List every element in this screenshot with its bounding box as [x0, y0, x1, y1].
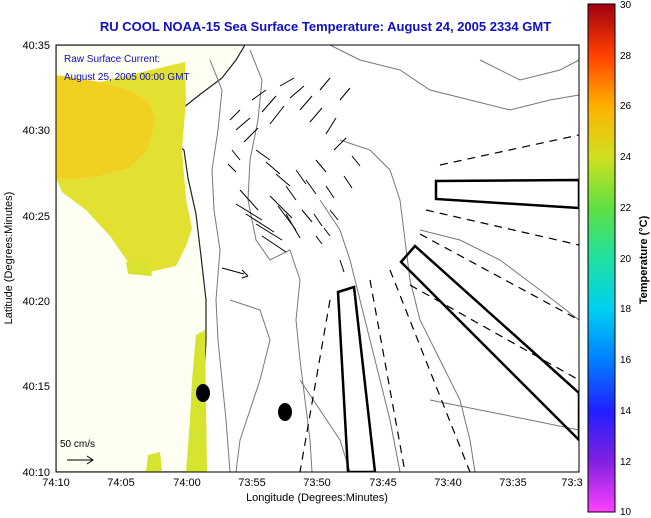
colorbar-label: Temperature (°C) [638, 215, 650, 304]
title-text: RU COOL NOAA-15 Sea Surface Temperature:… [99, 19, 552, 34]
station-marker-1 [196, 384, 210, 402]
scale-label: 50 cm/s [60, 439, 95, 450]
y-tick: 40:15 [22, 381, 50, 393]
colorbar-tick: 28 [620, 51, 632, 62]
x-axis-ticks: 74:10 74:05 74:00 73:55 73:50 73:45 73:4… [42, 477, 582, 489]
colorbar-tick: 22 [620, 203, 632, 214]
bathymetry-contours [209, 45, 579, 472]
map-title: RU COOL NOAA-15 Sea Surface Temperature:… [0, 18, 651, 36]
x-tick: 73:45 [369, 477, 397, 489]
sst-warm-patch [56, 75, 156, 180]
colorbar-tick: 30 [620, 0, 632, 11]
colorbar-ticks: 30 28 26 24 22 20 18 16 14 12 10 [620, 0, 632, 518]
scale-arrowhead [86, 455, 94, 465]
colorbar-tick: 12 [620, 457, 632, 468]
y-tick: 40:35 [22, 40, 50, 52]
y-axis-ticks: 40:35 40:30 40:25 40:20 40:15 40:10 [22, 40, 50, 479]
x-tick: 73:50 [303, 477, 331, 489]
x-tick: 73:55 [238, 477, 266, 489]
colorbar-tick: 14 [620, 406, 632, 417]
x-tick: 73:40 [434, 477, 462, 489]
x-tick: 74:10 [42, 477, 70, 489]
x-axis-label: Longitude (Degrees:Minutes) [246, 492, 388, 504]
y-tick: 40:30 [22, 125, 50, 137]
colorbar-tick: 24 [620, 152, 632, 163]
colorbar-tick: 18 [620, 304, 632, 315]
radar-dashes [299, 134, 579, 472]
y-axis-label: Latitude (Degrees:Minutes) [3, 192, 15, 325]
annotation-line1: Raw Surface Current: [64, 54, 160, 65]
x-tick: 74:05 [107, 477, 135, 489]
sst-coastal-strip [186, 330, 207, 472]
map-plot-area [56, 45, 579, 472]
radar-beams [336, 178, 579, 472]
x-tick: 73:35 [499, 477, 527, 489]
colorbar-tick: 10 [620, 507, 632, 518]
colorbar-tick: 26 [620, 101, 632, 112]
annotation-line2: August 25, 2005 00:00 GMT [64, 72, 190, 83]
sst-patch [56, 62, 192, 272]
y-tick: 40:20 [22, 296, 50, 308]
colorbar [587, 3, 616, 513]
colorbar-tick: 16 [620, 355, 632, 366]
x-tick: 73:3 [561, 477, 582, 489]
current-vectors [221, 77, 361, 279]
plot-frame [55, 44, 580, 473]
y-tick: 40:10 [22, 467, 50, 479]
station-marker-2 [278, 403, 292, 421]
x-tick: 74:00 [173, 477, 201, 489]
colorbar-tick: 20 [620, 254, 632, 265]
y-tick: 40:25 [22, 211, 50, 223]
